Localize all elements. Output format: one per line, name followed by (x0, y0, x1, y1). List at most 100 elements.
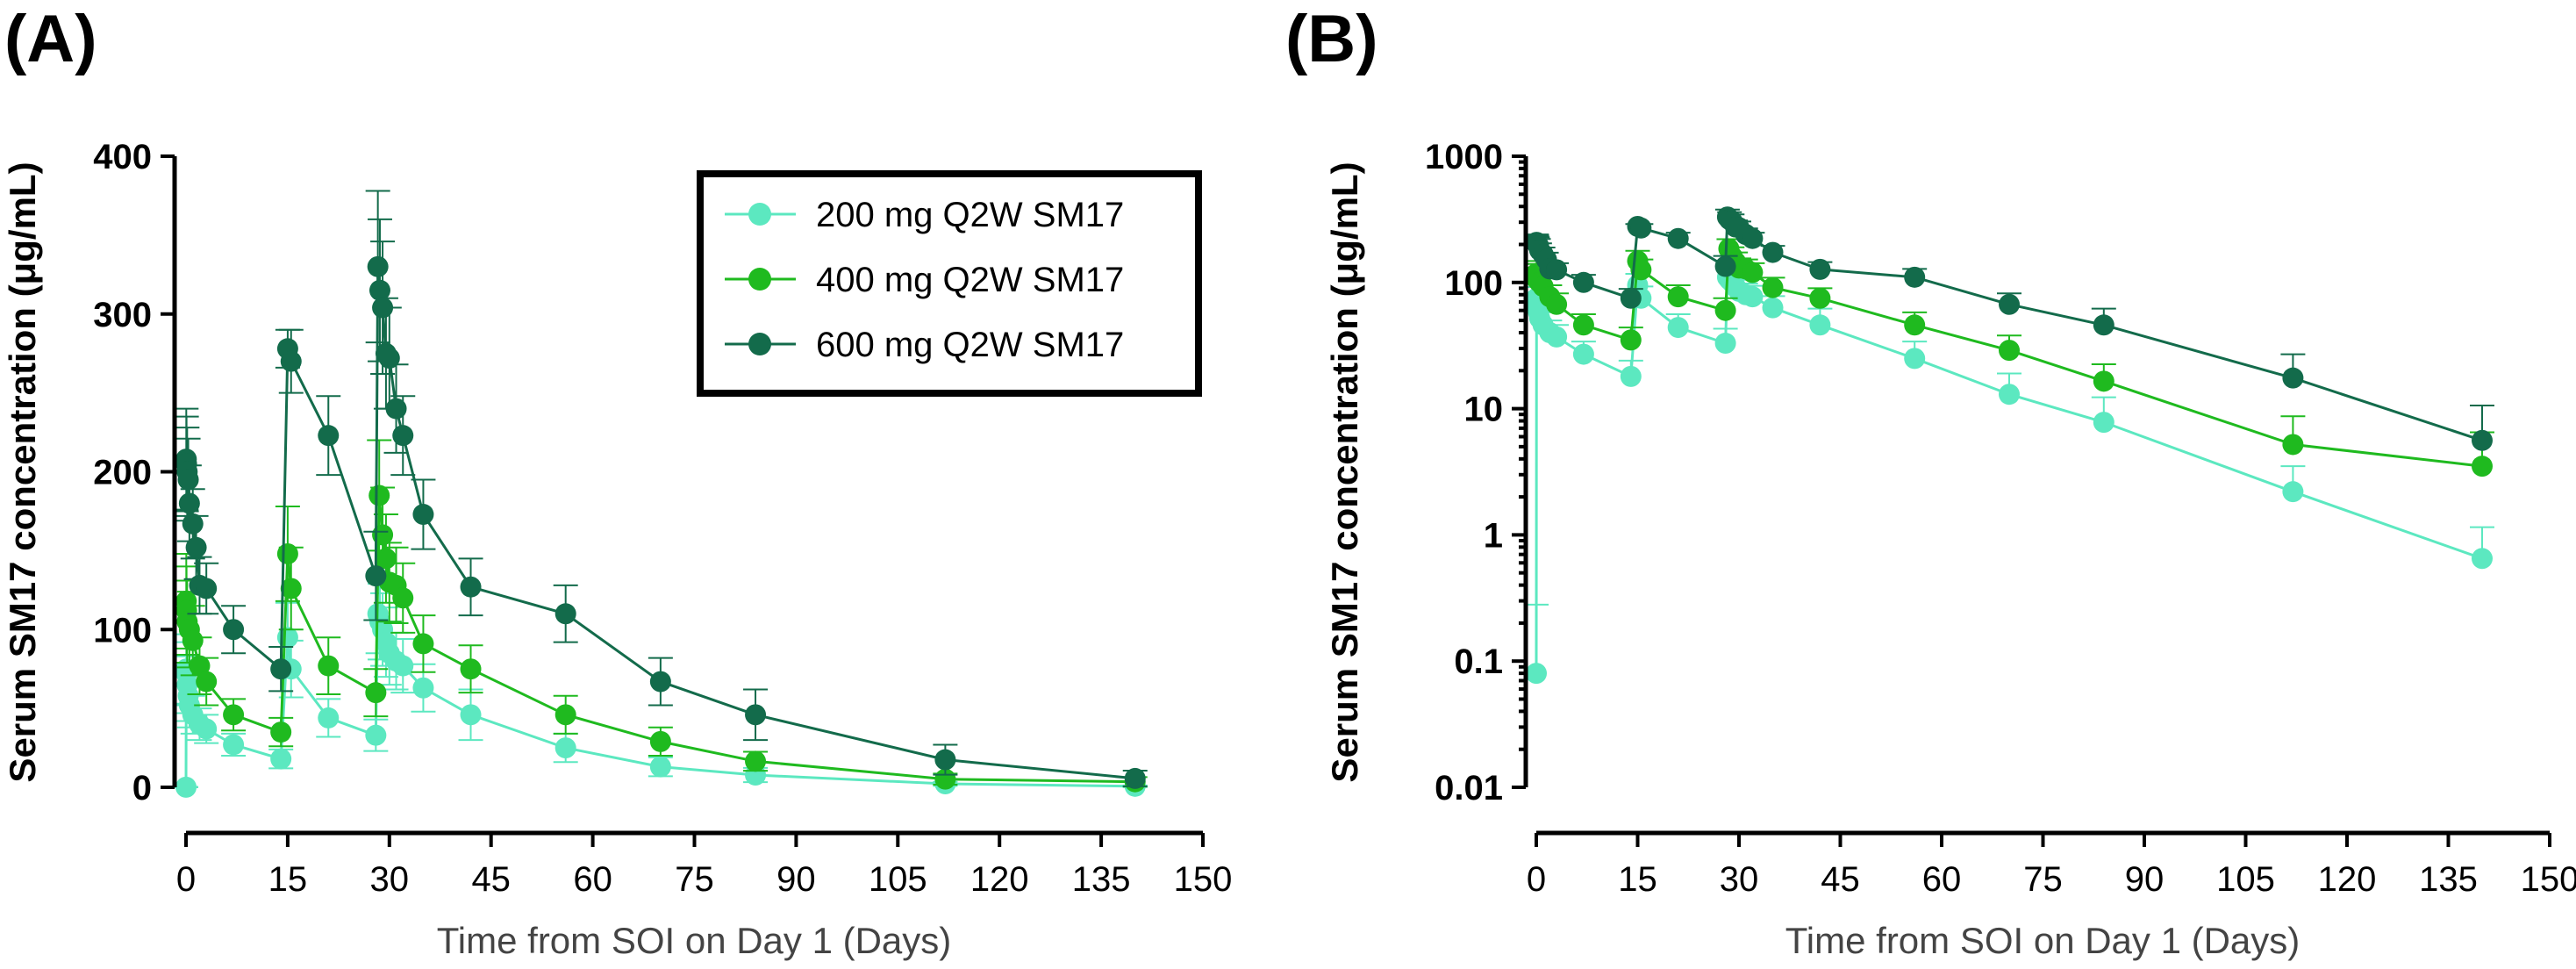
data-point-a-400-mg-q2w-sm17 (365, 682, 387, 704)
data-point-a-200-mg-q2w-sm17 (555, 737, 576, 759)
data-point-b-200-mg-q2w-sm17 (2282, 481, 2304, 503)
data-point-a-600-mg-q2w-sm17 (378, 348, 400, 370)
data-point-a-600-mg-q2w-sm17 (367, 255, 389, 277)
y-tick-label-b-3: 10 (1464, 391, 1504, 429)
legend-label-200mg: 200 mg Q2W SM17 (816, 196, 1124, 234)
data-point-a-400-mg-q2w-sm17 (189, 655, 211, 677)
y-tick-label-b-0: 0.01 (1435, 769, 1503, 808)
data-point-a-600-mg-q2w-sm17 (372, 297, 394, 319)
legend-marker-200mg (748, 203, 771, 226)
data-point-a-400-mg-q2w-sm17 (276, 542, 298, 564)
chart-panel-b: 0.01 0.1 1 10 100 1000 0 15 30 45 60 75 90 105 120 135… (1324, 138, 2576, 961)
data-point-a-200-mg-q2w-sm17 (196, 718, 218, 740)
x-tick-label-a-0: 0 (176, 860, 196, 899)
data-point-b-600-mg-q2w-sm17 (2472, 429, 2493, 451)
series-layer-a (174, 190, 1148, 798)
data-point-a-600-mg-q2w-sm17 (182, 513, 204, 535)
legend-item-400mg: 400 mg Q2W SM17 (725, 261, 1124, 299)
legend-box (697, 170, 1202, 397)
y-ticks-a: 0 100 200 300 400 (93, 138, 175, 808)
data-point-a-400-mg-q2w-sm17 (182, 629, 204, 651)
y-tick-label-a-3: 300 (93, 296, 152, 334)
data-point-b-600-mg-q2w-sm17 (1742, 227, 1764, 249)
x-tick-label-b-7: 105 (2216, 860, 2275, 899)
data-point-a-200-mg-q2w-sm17 (318, 707, 340, 729)
data-point-a-600-mg-q2w-sm17 (185, 536, 207, 558)
data-point-a-200-mg-q2w-sm17 (175, 776, 197, 798)
legend-item-200mg: 200 mg Q2W SM17 (725, 196, 1124, 234)
legend-label-400mg: 400 mg Q2W SM17 (816, 261, 1124, 299)
y-tick-label-b-1: 0.1 (1454, 642, 1503, 681)
data-point-a-600-mg-q2w-sm17 (934, 749, 956, 771)
x-tick-label-b-0: 0 (1527, 860, 1546, 899)
y-tick-label-a-0: 0 (132, 769, 152, 808)
legend: 200 mg Q2W SM17 400 mg Q2W SM17 600 mg Q… (697, 170, 1202, 397)
data-point-b-400-mg-q2w-sm17 (1667, 286, 1689, 308)
data-point-a-200-mg-q2w-sm17 (270, 748, 292, 770)
data-point-b-600-mg-q2w-sm17 (2282, 367, 2304, 389)
data-point-b-400-mg-q2w-sm17 (1630, 259, 1652, 281)
data-point-b-400-mg-q2w-sm17 (1620, 329, 1642, 351)
data-point-a-200-mg-q2w-sm17 (460, 704, 482, 726)
y-tick-label-b-4: 100 (1444, 264, 1503, 303)
data-point-a-600-mg-q2w-sm17 (392, 425, 414, 447)
x-tick-label-a-9: 135 (1072, 860, 1131, 899)
y-ticks-b: 0.01 0.1 1 10 100 1000 (1425, 138, 1526, 808)
data-point-a-400-mg-q2w-sm17 (270, 721, 292, 743)
data-point-a-600-mg-q2w-sm17 (649, 671, 671, 693)
x-axis-title-a: Time from SOI on Day 1 (Days) (437, 920, 952, 961)
legend-marker-600mg (748, 333, 771, 355)
data-point-a-600-mg-q2w-sm17 (270, 658, 292, 680)
y-tick-label-a-1: 100 (93, 611, 152, 650)
data-point-b-400-mg-q2w-sm17 (1742, 262, 1764, 284)
legend-label-600mg: 600 mg Q2W SM17 (816, 326, 1124, 364)
data-point-b-200-mg-q2w-sm17 (1714, 333, 1736, 355)
x-tick-label-b-5: 75 (2023, 860, 2063, 899)
data-point-b-400-mg-q2w-sm17 (2282, 434, 2304, 456)
x-ticks-b: 0 15 30 45 60 75 90 105 120 135 150 (1527, 833, 2576, 899)
x-tick-label-b-9: 135 (2419, 860, 2478, 899)
data-point-b-600-mg-q2w-sm17 (1714, 255, 1736, 277)
data-point-a-400-mg-q2w-sm17 (369, 484, 390, 506)
x-ticks-a: 0 15 30 45 60 75 90 105 120 135 150 (176, 833, 1233, 899)
data-point-a-200-mg-q2w-sm17 (649, 756, 671, 778)
series-b-600-mg-q2w-sm17 (1524, 206, 2494, 451)
x-tick-label-a-10: 150 (1174, 860, 1233, 899)
y-tick-label-b-5: 1000 (1425, 138, 1503, 176)
data-point-a-400-mg-q2w-sm17 (555, 704, 576, 726)
y-tick-label-a-4: 400 (93, 138, 152, 176)
data-point-b-200-mg-q2w-sm17 (1999, 384, 2020, 406)
data-point-a-400-mg-q2w-sm17 (649, 730, 671, 752)
data-point-b-200-mg-q2w-sm17 (1762, 297, 1784, 319)
data-point-a-600-mg-q2w-sm17 (745, 704, 767, 726)
data-point-b-600-mg-q2w-sm17 (1999, 293, 2020, 315)
data-point-a-200-mg-q2w-sm17 (412, 677, 434, 699)
panel-b-label: (B) (1285, 2, 1378, 76)
data-point-b-200-mg-q2w-sm17 (1526, 663, 1547, 685)
data-point-b-600-mg-q2w-sm17 (1630, 217, 1652, 239)
data-point-b-600-mg-q2w-sm17 (1762, 241, 1784, 263)
series-b-200-mg-q2w-sm17 (1524, 265, 2494, 685)
x-tick-label-a-7: 105 (869, 860, 927, 899)
series-a-600-mg-q2w-sm17 (174, 190, 1148, 789)
data-point-a-600-mg-q2w-sm17 (412, 504, 434, 526)
x-tick-label-b-10: 150 (2521, 860, 2576, 899)
data-point-a-400-mg-q2w-sm17 (375, 548, 397, 570)
data-point-a-400-mg-q2w-sm17 (460, 658, 482, 680)
x-axis-title-b: Time from SOI on Day 1 (Days) (1785, 920, 2301, 961)
data-point-a-200-mg-q2w-sm17 (365, 724, 387, 746)
legend-marker-400mg (748, 268, 771, 291)
x-tick-label-a-1: 15 (268, 860, 308, 899)
data-point-a-600-mg-q2w-sm17 (365, 565, 387, 587)
data-point-b-600-mg-q2w-sm17 (1667, 227, 1689, 249)
series-a-400-mg-q2w-sm17 (174, 439, 1148, 793)
x-tick-label-a-8: 120 (970, 860, 1029, 899)
data-point-b-200-mg-q2w-sm17 (2093, 412, 2114, 434)
data-point-b-200-mg-q2w-sm17 (1572, 343, 1594, 365)
data-point-a-400-mg-q2w-sm17 (412, 633, 434, 655)
x-tick-label-a-2: 30 (370, 860, 410, 899)
data-point-a-400-mg-q2w-sm17 (280, 578, 302, 599)
data-point-a-600-mg-q2w-sm17 (178, 492, 200, 514)
